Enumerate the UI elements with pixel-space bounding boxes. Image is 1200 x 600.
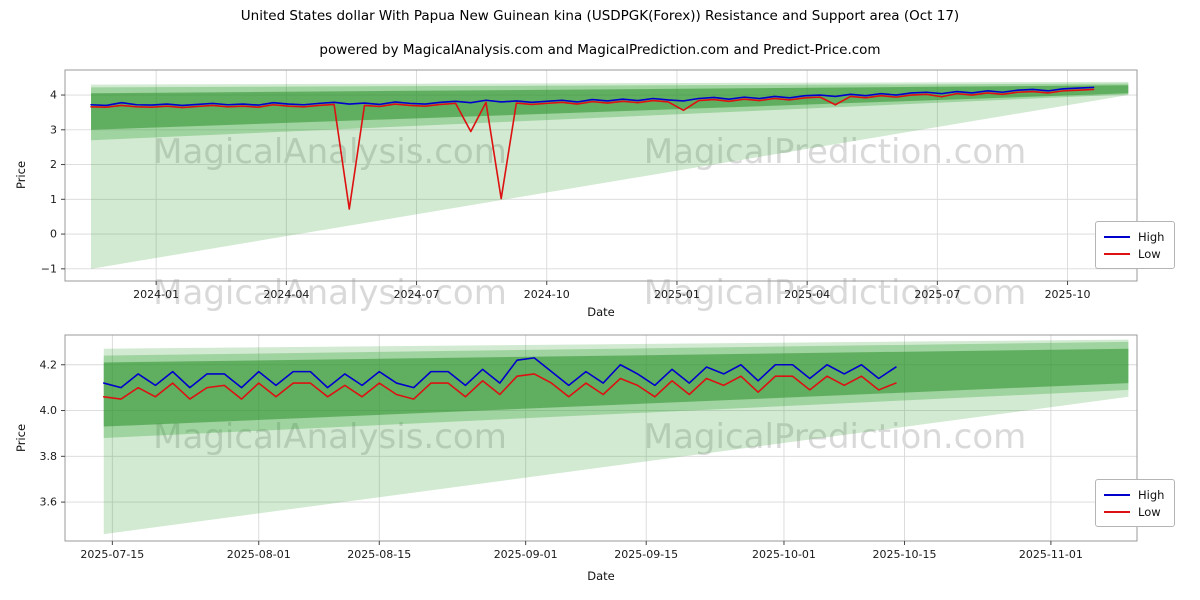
legend-bottom: High Low <box>1095 479 1176 527</box>
high-line <box>102 357 897 389</box>
watermark-magicalanalysis: MagicalAnalysis.com <box>153 273 507 313</box>
chart-subtitle: powered by MagicalAnalysis.com and Magic… <box>319 42 881 58</box>
tick-label-x: 2025-09-15 <box>614 548 678 561</box>
high-line-swatch <box>1104 235 1130 238</box>
legend-item-high: High <box>1104 228 1164 245</box>
watermark-magicalanalysis: MagicalAnalysis.com <box>153 132 507 172</box>
tick-label-x: 2025-08-15 <box>347 548 411 561</box>
tick-label-x: 2024-04 <box>263 288 309 301</box>
x-axis-label-top: Date <box>587 305 615 319</box>
tick-label-y: −1 <box>41 262 57 275</box>
chart-title: United States dollar With Papua New Guin… <box>240 8 960 24</box>
legend-label-high: High <box>1138 229 1165 244</box>
y-axis-label-bottom: Price <box>14 423 28 453</box>
tick-label-x: 2025-04 <box>784 288 830 301</box>
watermark-magicalprediction: MagicalPrediction.com <box>643 132 1027 172</box>
tick-label-x: 2025-10-15 <box>873 548 937 561</box>
tick-label-y: 3.8 <box>40 450 58 463</box>
support-area-outer <box>91 81 1129 269</box>
legend-label-low: Low <box>1138 246 1161 261</box>
tick-label-x: 2024-07 <box>394 288 440 301</box>
low-line <box>90 88 1095 210</box>
legend-label-high: High <box>1138 487 1165 502</box>
tick-label-x: 2024-01 <box>133 288 179 301</box>
low-line-swatch <box>1104 252 1130 255</box>
plot-frame <box>64 69 1138 282</box>
tick-label-x: 2024-10 <box>524 288 570 301</box>
plot-frame <box>64 334 1138 542</box>
tick-label-x: 2025-11-01 <box>1019 548 1083 561</box>
tick-label-x: 2025-07-15 <box>80 548 144 561</box>
tick-label-y: 4.0 <box>40 404 58 417</box>
high-line-swatch <box>1104 493 1130 496</box>
low-line-swatch <box>1104 510 1130 513</box>
tick-label-y: 2 <box>50 158 57 171</box>
tick-label-x: 2025-10 <box>1045 288 1091 301</box>
legend-top: High Low <box>1095 221 1176 269</box>
watermark-magicalprediction: MagicalPrediction.com <box>643 273 1027 313</box>
legend-item-low: Low <box>1104 245 1164 262</box>
tick-label-x: 2025-10-01 <box>752 548 816 561</box>
legend-item-high: High <box>1104 486 1164 503</box>
tick-label-x: 2025-07 <box>914 288 960 301</box>
tick-label-x: 2025-09-01 <box>494 548 558 561</box>
watermark-magicalprediction: MagicalPrediction.com <box>643 417 1027 457</box>
high-line <box>90 86 1095 107</box>
tick-label-y: 4.2 <box>40 358 58 371</box>
tick-label-y: 1 <box>50 193 57 206</box>
tick-label-y: 4 <box>50 89 57 102</box>
tick-label-x: 2025-08-01 <box>227 548 291 561</box>
low-line <box>102 373 897 400</box>
tick-label-x: 2025-01 <box>654 288 700 301</box>
tick-label-y: 0 <box>50 228 57 241</box>
tick-label-y: 3.6 <box>40 496 58 509</box>
resistance-band-inner <box>103 348 1129 427</box>
tick-label-y: 3 <box>50 123 57 136</box>
resistance-band-inner <box>91 85 1129 130</box>
legend-label-low: Low <box>1138 504 1161 519</box>
y-axis-label-top: Price <box>14 160 28 190</box>
legend-item-low: Low <box>1104 503 1164 520</box>
x-axis-label-bottom: Date <box>587 569 615 583</box>
watermark-magicalanalysis: MagicalAnalysis.com <box>153 417 507 457</box>
